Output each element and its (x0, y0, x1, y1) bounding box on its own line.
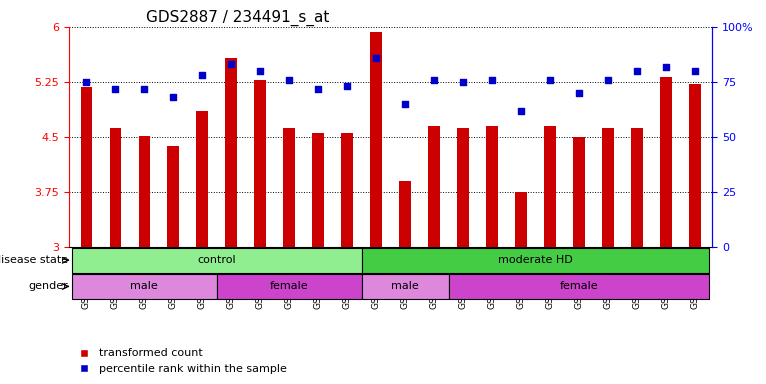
Bar (486, 126, 498, 247)
FancyBboxPatch shape (362, 274, 449, 299)
FancyBboxPatch shape (362, 248, 709, 273)
Point (544, 77, 556, 83)
Bar (225, 58, 237, 247)
Bar (516, 192, 527, 247)
Bar (254, 80, 266, 247)
Point (457, 79, 470, 85)
Bar (602, 128, 614, 247)
Bar (631, 128, 643, 247)
Point (167, 94, 179, 101)
Bar (196, 111, 208, 247)
Bar (371, 32, 382, 247)
Point (283, 77, 296, 83)
Bar (80, 87, 92, 247)
Bar (313, 133, 324, 247)
Point (225, 61, 237, 68)
Point (573, 90, 585, 96)
Text: disease state: disease state (0, 255, 68, 265)
Bar (110, 128, 121, 247)
Bar (545, 126, 556, 247)
Point (80, 79, 93, 85)
Bar (168, 146, 179, 247)
Point (341, 83, 353, 89)
Point (196, 72, 208, 78)
Legend: transformed count, percentile rank within the sample: transformed count, percentile rank withi… (74, 344, 291, 379)
Point (254, 68, 267, 74)
Bar (573, 137, 585, 247)
Point (399, 101, 411, 107)
Point (312, 86, 324, 92)
Bar (399, 181, 411, 247)
Text: male: male (130, 281, 158, 291)
Point (631, 68, 643, 74)
Point (110, 86, 122, 92)
Text: control: control (198, 255, 236, 265)
Point (370, 55, 382, 61)
Point (428, 77, 440, 83)
Bar (139, 136, 150, 247)
Text: male: male (391, 281, 419, 291)
Text: female: female (560, 281, 598, 291)
Bar (660, 77, 672, 247)
Point (602, 77, 614, 83)
Bar (342, 133, 353, 247)
Text: GDS2887 / 234491_s_at: GDS2887 / 234491_s_at (146, 9, 329, 25)
Bar (283, 128, 295, 247)
Bar (689, 84, 701, 247)
Point (660, 63, 672, 70)
Point (486, 77, 498, 83)
Bar (457, 128, 469, 247)
Text: gender: gender (28, 281, 68, 291)
FancyBboxPatch shape (449, 274, 709, 299)
Text: female: female (270, 281, 309, 291)
FancyBboxPatch shape (72, 274, 217, 299)
Point (138, 86, 150, 92)
Bar (428, 126, 440, 247)
Point (689, 68, 701, 74)
Point (515, 108, 527, 114)
Text: moderate HD: moderate HD (498, 255, 573, 265)
FancyBboxPatch shape (72, 248, 362, 273)
FancyBboxPatch shape (217, 274, 362, 299)
